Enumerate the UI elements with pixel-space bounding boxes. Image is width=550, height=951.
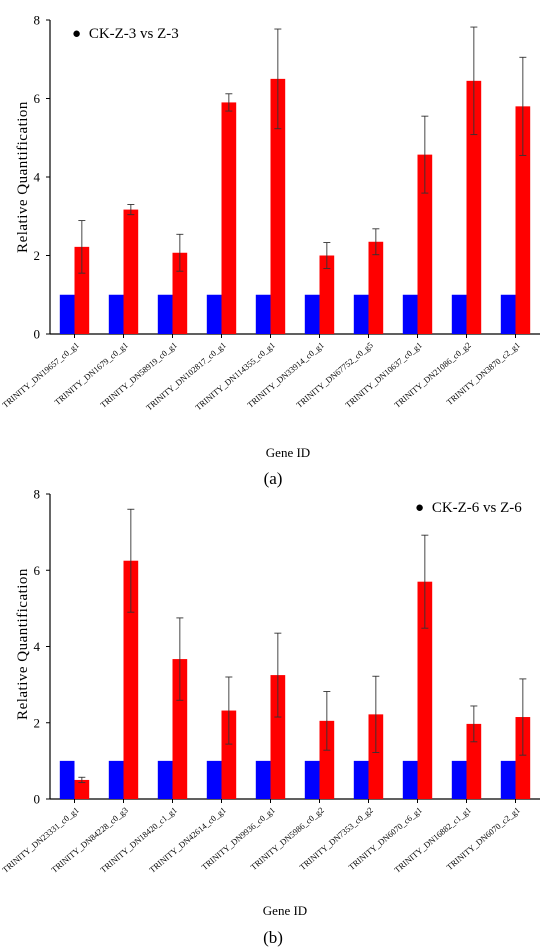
bar-control <box>500 760 516 799</box>
bar-control <box>59 760 75 799</box>
y-tick-label: 2 <box>34 715 41 730</box>
bar-control <box>108 294 124 334</box>
bar-treatment <box>368 241 384 334</box>
bar-control <box>451 294 467 334</box>
bar-chart-a: 02468TRINITY_DN19657_c0_g1TRINITY_DN1679… <box>0 13 540 488</box>
bar-treatment <box>417 154 433 334</box>
bar-control <box>451 760 467 799</box>
bar-treatment <box>123 560 139 799</box>
y-tick-label: 6 <box>34 91 41 106</box>
bar-treatment <box>319 255 335 334</box>
legend-bullet-icon: ● <box>415 500 424 516</box>
bar-chart-b: 02468TRINITY_DN23331_c0_g1TRINITY_DN8422… <box>0 487 540 947</box>
y-tick-label: 0 <box>34 327 41 342</box>
bar-treatment <box>74 779 90 799</box>
y-tick-label: 0 <box>34 792 41 807</box>
bar-control <box>304 760 320 799</box>
x-axis-title-a: Gene ID <box>266 445 310 460</box>
bar-control <box>402 294 418 334</box>
y-tick-label: 4 <box>34 170 41 185</box>
bar-control <box>255 294 271 334</box>
y-tick-label: 2 <box>34 248 41 263</box>
bar-treatment <box>270 675 286 799</box>
legend-label-a: CK-Z-3 vs Z-3 <box>89 26 179 42</box>
bar-treatment <box>368 714 384 799</box>
x-axis-title-b: Gene ID <box>263 903 307 918</box>
y-tick-label: 8 <box>34 13 41 28</box>
legend-entry-a: ● CK-Z-3 vs Z-3 <box>72 26 179 42</box>
bar-treatment <box>417 581 433 799</box>
y-tick-label: 8 <box>34 487 41 502</box>
bar-control <box>304 294 320 334</box>
y-tick-label: 4 <box>34 639 41 654</box>
chart-panel-a: 0 2 4 6 8 TRINITY_DN19657_c0_g1 TRINITY_DN1679… <box>0 13 540 488</box>
x-tick-label: TRINITY_DN114355_c0_g1 <box>193 340 277 412</box>
panel-label-b: (b) <box>263 928 283 947</box>
x-tick-label: TRINITY_DN19657_c0_g1 <box>0 340 81 410</box>
bar-control <box>353 760 369 799</box>
bar-treatment <box>515 717 531 799</box>
x-tick-label: TRINITY_DN102817_c0_g1 <box>144 340 228 413</box>
bar-treatment <box>123 209 139 334</box>
bar-treatment <box>466 723 482 799</box>
bar-treatment <box>466 80 482 335</box>
bar-control <box>500 294 516 334</box>
bar-control <box>206 760 222 799</box>
bar-treatment <box>221 102 237 334</box>
bar-treatment <box>319 720 335 799</box>
bar-treatment <box>270 78 286 334</box>
legend-entry-b: ● CK-Z-6 vs Z-6 <box>415 500 522 516</box>
legend-bullet-icon: ● <box>72 26 81 42</box>
y-tick-label: 6 <box>34 563 41 578</box>
y-axis-title-a: Relative Quantification <box>15 101 31 253</box>
bar-treatment <box>172 659 188 799</box>
bar-control <box>206 294 222 334</box>
bar-control <box>353 294 369 334</box>
y-axis-title-b: Relative Quantification <box>15 568 31 720</box>
bar-treatment <box>172 252 188 334</box>
chart-panel-b: 0 2 4 6 8 TRINITY_DN23331_c0_g1 TRINITY_DN8422… <box>0 478 550 951</box>
bar-control <box>108 760 124 799</box>
bar-treatment <box>515 106 531 334</box>
bar-control <box>157 294 173 334</box>
bar-control <box>255 760 271 799</box>
bar-treatment <box>221 710 237 799</box>
bar-treatment <box>74 246 90 334</box>
legend-label-b: CK-Z-6 vs Z-6 <box>432 500 522 516</box>
bar-control <box>59 294 75 334</box>
bar-control <box>402 760 418 799</box>
x-tick-label: TRINITY_DN23331_c0_g1 <box>0 805 81 875</box>
panel-label-a: (a) <box>264 469 283 488</box>
bar-control <box>157 760 173 799</box>
